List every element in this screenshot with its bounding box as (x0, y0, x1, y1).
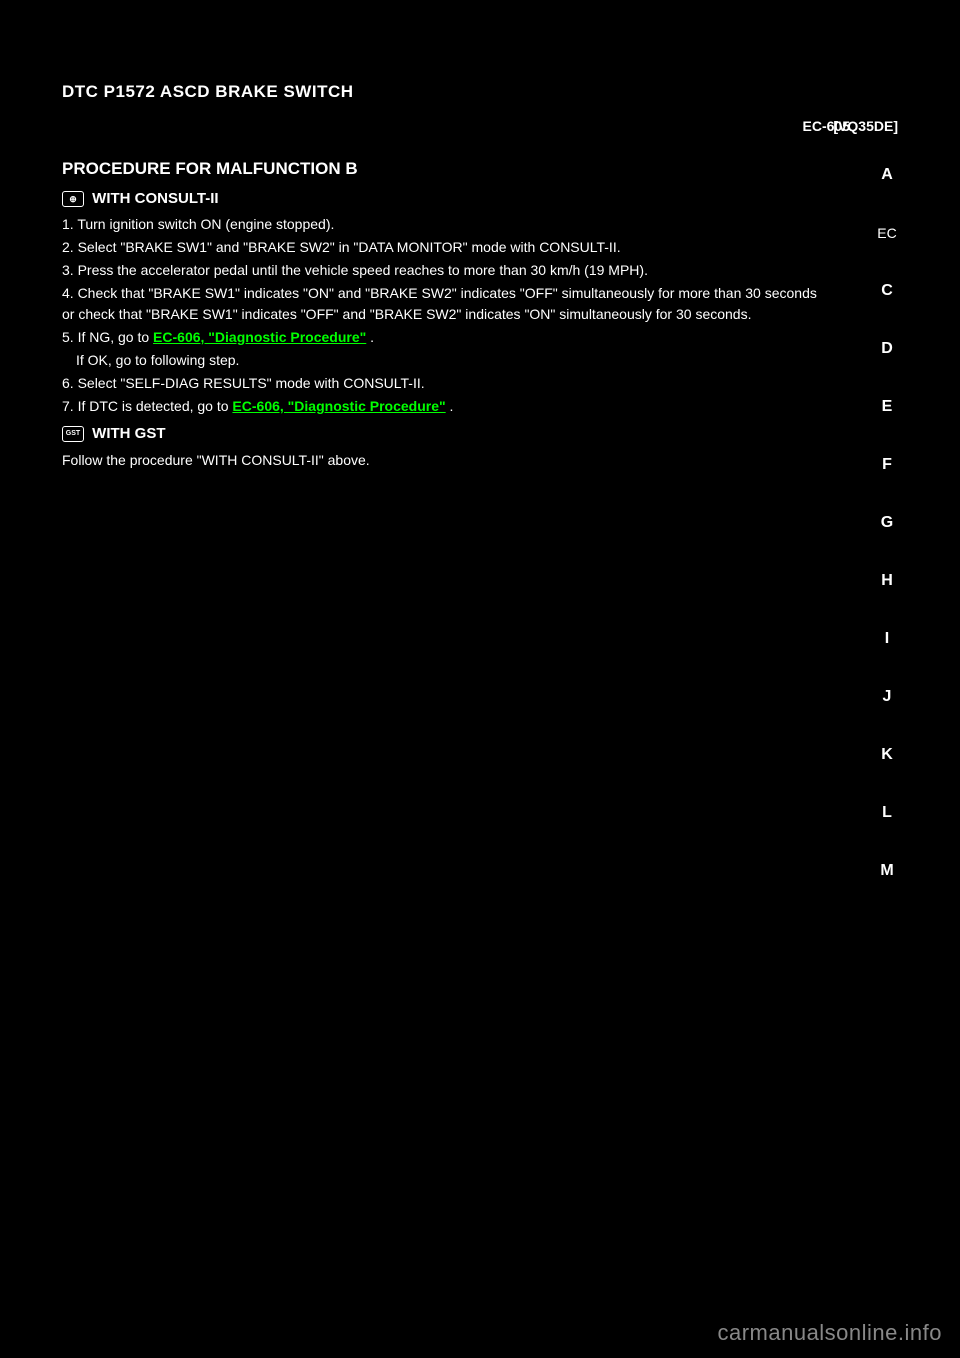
watermark: carmanualsonline.info (717, 1320, 942, 1346)
header-title: DTC P1572 ASCD BRAKE SWITCH (62, 82, 354, 102)
step-5: 5. If NG, go to EC-606, "Diagnostic Proc… (62, 327, 822, 348)
section-label: [VQ35DE] (833, 118, 898, 134)
step-7-period: . (446, 398, 454, 414)
side-letter-l: L (872, 784, 902, 842)
step-7-text: 7. If DTC is detected, go to (62, 398, 232, 414)
side-letter-g: G (872, 494, 902, 552)
side-letter-m: M (872, 842, 902, 900)
gst-heading-text: WITH GST (88, 425, 166, 442)
procedure-b-heading: PROCEDURE FOR MALFUNCTION B (62, 156, 822, 182)
gst-icon: GST (62, 426, 84, 442)
content-body: PROCEDURE FOR MALFUNCTION B ⊕ WITH CONSU… (62, 150, 822, 473)
side-letter-k: K (872, 726, 902, 784)
side-letter-c: C (872, 262, 902, 320)
page-container: DTC P1572 ASCD BRAKE SWITCH EC-605 [VQ35… (0, 0, 960, 1358)
step-5-text: 5. If NG, go to (62, 329, 153, 345)
step-5-period: . (366, 329, 374, 345)
side-index: A EC C D E F G H I J K L M (872, 146, 902, 900)
gst-heading: GST WITH GST (62, 423, 822, 446)
consult-heading: ⊕ WITH CONSULT-II (62, 188, 822, 211)
step-1: 1. Turn ignition switch ON (engine stopp… (62, 214, 822, 235)
side-letter-ec: EC (872, 204, 902, 262)
side-letter-e: E (872, 378, 902, 436)
side-letter-a: A (872, 146, 902, 204)
side-letter-j: J (872, 668, 902, 726)
diagnostic-link-2[interactable]: EC-606, "Diagnostic Procedure" (232, 398, 445, 414)
side-letter-f: F (872, 436, 902, 494)
side-letter-d: D (872, 320, 902, 378)
step-5b: If OK, go to following step. (62, 350, 822, 371)
step-3: 3. Press the accelerator pedal until the… (62, 260, 822, 281)
step-7: 7. If DTC is detected, go to EC-606, "Di… (62, 396, 822, 417)
diagnostic-link-1[interactable]: EC-606, "Diagnostic Procedure" (153, 329, 366, 345)
side-letter-h: H (872, 552, 902, 610)
side-letter-i: I (872, 610, 902, 668)
consult-heading-text: WITH CONSULT-II (88, 190, 219, 207)
gst-follow: Follow the procedure "WITH CONSULT-II" a… (62, 450, 822, 471)
step-2: 2. Select "BRAKE SW1" and "BRAKE SW2" in… (62, 237, 822, 258)
consult-icon: ⊕ (62, 191, 84, 207)
step-4: 4. Check that "BRAKE SW1" indicates "ON"… (62, 283, 822, 325)
step-6: 6. Select "SELF-DIAG RESULTS" mode with … (62, 373, 822, 394)
